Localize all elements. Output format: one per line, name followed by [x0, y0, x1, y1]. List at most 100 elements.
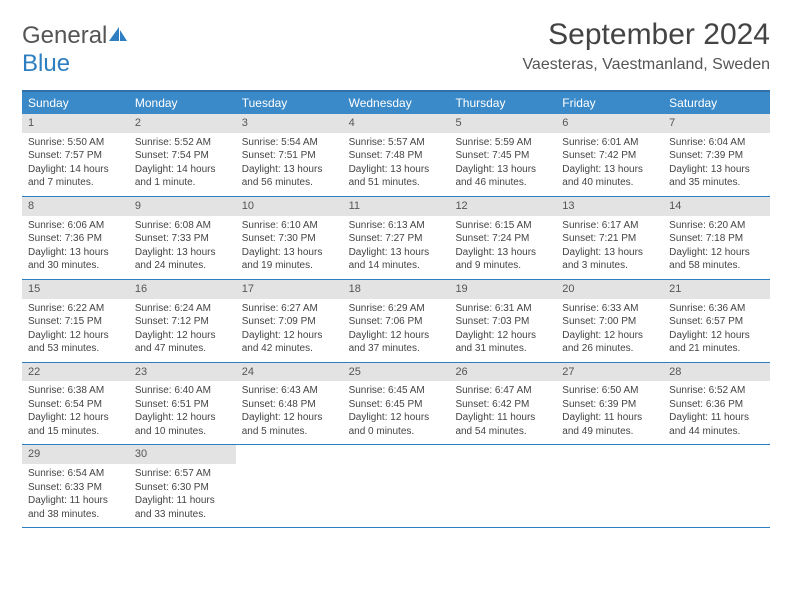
day-daylight2: and 3 minutes.: [562, 259, 657, 273]
day-sunset: Sunset: 7:06 PM: [349, 315, 444, 329]
day-daylight1: Daylight: 13 hours: [349, 163, 444, 177]
day-daylight1: Daylight: 12 hours: [669, 246, 764, 260]
day-cell: 18Sunrise: 6:29 AMSunset: 7:06 PMDayligh…: [343, 280, 450, 362]
day-daylight2: and 38 minutes.: [28, 508, 123, 522]
day-sunset: Sunset: 7:24 PM: [455, 232, 550, 246]
day-daylight1: Daylight: 11 hours: [28, 494, 123, 508]
day-sunset: Sunset: 7:36 PM: [28, 232, 123, 246]
day-sunrise: Sunrise: 6:36 AM: [669, 302, 764, 316]
day-sunrise: Sunrise: 6:15 AM: [455, 219, 550, 233]
day-daylight2: and 40 minutes.: [562, 176, 657, 190]
day-number: 28: [663, 363, 770, 382]
day-sunset: Sunset: 7:39 PM: [669, 149, 764, 163]
day-cell: 25 Sunrise: 6:45 AMSunset: 6:45 PMDayligh…: [343, 363, 450, 445]
day-cell: [343, 445, 450, 527]
day-daylight1: Daylight: 12 hours: [135, 329, 230, 343]
day-daylight1: Daylight: 13 hours: [242, 246, 337, 260]
day-number: 7: [663, 114, 770, 133]
day-sunrise: Sunrise: 5:50 AM: [28, 136, 123, 150]
day-sunrise: Sunrise: 6:17 AM: [562, 219, 657, 233]
day-cell: 16 Sunrise: 6:24 AMSunset: 7:12 PMDayligh…: [129, 280, 236, 362]
day-daylight1: Daylight: 11 hours: [455, 411, 550, 425]
day-cell: 27Sunrise: 6:50 AMSunset: 6:39 PMDayligh…: [556, 363, 663, 445]
day-sunset: Sunset: 7:21 PM: [562, 232, 657, 246]
day-daylight2: and 5 minutes.: [242, 425, 337, 439]
day-number: 26: [449, 363, 556, 382]
day-sunrise: Sunrise: 6:01 AM: [562, 136, 657, 150]
day-daylight2: and 51 minutes.: [349, 176, 444, 190]
day-cell: 29Sunrise: 6:54 AMSunset: 6:33 PMDayligh…: [22, 445, 129, 527]
day-number: 19: [449, 280, 556, 299]
week-row: 1Sunrise: 5:50 AMSunset: 7:57 PMDaylight…: [22, 114, 770, 197]
day-daylight1: Daylight: 12 hours: [28, 411, 123, 425]
day-daylight2: and 58 minutes.: [669, 259, 764, 273]
day-sunrise: Sunrise: 6:54 AM: [28, 467, 123, 481]
page-title: September 2024: [522, 18, 770, 52]
day-daylight2: and 30 minutes.: [28, 259, 123, 273]
day-sunrise: Sunrise: 6:45 AM: [349, 384, 444, 398]
day-sunset: Sunset: 7:42 PM: [562, 149, 657, 163]
day-cell: 28Sunrise: 6:52 AMSunset: 6:36 PMDayligh…: [663, 363, 770, 445]
day-sunset: Sunset: 6:42 PM: [455, 398, 550, 412]
day-daylight2: and 14 minutes.: [349, 259, 444, 273]
day-cell: [663, 445, 770, 527]
day-daylight1: Daylight: 13 hours: [242, 163, 337, 177]
day-daylight2: and 37 minutes.: [349, 342, 444, 356]
day-number: 10: [236, 197, 343, 216]
day-sunrise: Sunrise: 6:08 AM: [135, 219, 230, 233]
day-sunset: Sunset: 6:45 PM: [349, 398, 444, 412]
day-cell: [236, 445, 343, 527]
day-daylight1: Daylight: 12 hours: [349, 411, 444, 425]
day-daylight2: and 0 minutes.: [349, 425, 444, 439]
day-daylight2: and 10 minutes.: [135, 425, 230, 439]
day-daylight1: Daylight: 12 hours: [349, 329, 444, 343]
day-cell: 12Sunrise: 6:15 AMSunset: 7:24 PMDayligh…: [449, 197, 556, 279]
day-cell: 22Sunrise: 6:38 AMSunset: 6:54 PMDayligh…: [22, 363, 129, 445]
day-number: 23: [129, 363, 236, 382]
day-cell: 30Sunrise: 6:57 AMSunset: 6:30 PMDayligh…: [129, 445, 236, 527]
day-cell: 21Sunrise: 6:36 AMSunset: 6:57 PMDayligh…: [663, 280, 770, 362]
day-number: 2: [129, 114, 236, 133]
day-cell: 7Sunrise: 6:04 AMSunset: 7:39 PMDaylight…: [663, 114, 770, 196]
day-daylight1: Daylight: 12 hours: [242, 411, 337, 425]
day-daylight1: Daylight: 12 hours: [135, 411, 230, 425]
day-sunrise: Sunrise: 6:24 AM: [135, 302, 230, 316]
day-header: Tuesday: [236, 92, 343, 114]
day-daylight1: Daylight: 14 hours: [28, 163, 123, 177]
day-sunset: Sunset: 7:18 PM: [669, 232, 764, 246]
day-sunset: Sunset: 7:51 PM: [242, 149, 337, 163]
day-sunset: Sunset: 7:54 PM: [135, 149, 230, 163]
day-cell: 9 Sunrise: 6:08 AMSunset: 7:33 PMDaylight…: [129, 197, 236, 279]
day-daylight2: and 54 minutes.: [455, 425, 550, 439]
day-number: 16: [129, 280, 236, 299]
day-number: 9: [129, 197, 236, 216]
day-sunset: Sunset: 7:48 PM: [349, 149, 444, 163]
logo-text-blue: Blue: [22, 50, 70, 77]
day-daylight1: Daylight: 12 hours: [455, 329, 550, 343]
day-number: 27: [556, 363, 663, 382]
day-daylight1: Daylight: 13 hours: [562, 246, 657, 260]
day-sunset: Sunset: 7:27 PM: [349, 232, 444, 246]
day-number: 18: [343, 280, 450, 299]
day-cell: 23Sunrise: 6:40 AMSunset: 6:51 PMDayligh…: [129, 363, 236, 445]
day-sunset: Sunset: 7:33 PM: [135, 232, 230, 246]
day-cell: 11Sunrise: 6:13 AMSunset: 7:27 PMDayligh…: [343, 197, 450, 279]
day-daylight2: and 26 minutes.: [562, 342, 657, 356]
day-sunset: Sunset: 7:12 PM: [135, 315, 230, 329]
day-sunrise: Sunrise: 6:57 AM: [135, 467, 230, 481]
day-daylight1: Daylight: 13 hours: [455, 246, 550, 260]
day-header: Wednesday: [343, 92, 450, 114]
day-sunrise: Sunrise: 6:04 AM: [669, 136, 764, 150]
day-daylight1: Daylight: 13 hours: [135, 246, 230, 260]
day-cell: [556, 445, 663, 527]
day-number: 25: [343, 363, 450, 382]
week-row: 8Sunrise: 6:06 AMSunset: 7:36 PMDaylight…: [22, 197, 770, 280]
day-sunrise: Sunrise: 6:10 AM: [242, 219, 337, 233]
day-daylight1: Daylight: 11 hours: [135, 494, 230, 508]
day-header: Sunday: [22, 92, 129, 114]
day-number: 1: [22, 114, 129, 133]
weeks-container: 1Sunrise: 5:50 AMSunset: 7:57 PMDaylight…: [22, 114, 770, 528]
day-daylight2: and 9 minutes.: [455, 259, 550, 273]
week-row: 29Sunrise: 6:54 AMSunset: 6:33 PMDayligh…: [22, 445, 770, 528]
day-cell: 20Sunrise: 6:33 AMSunset: 7:00 PMDayligh…: [556, 280, 663, 362]
